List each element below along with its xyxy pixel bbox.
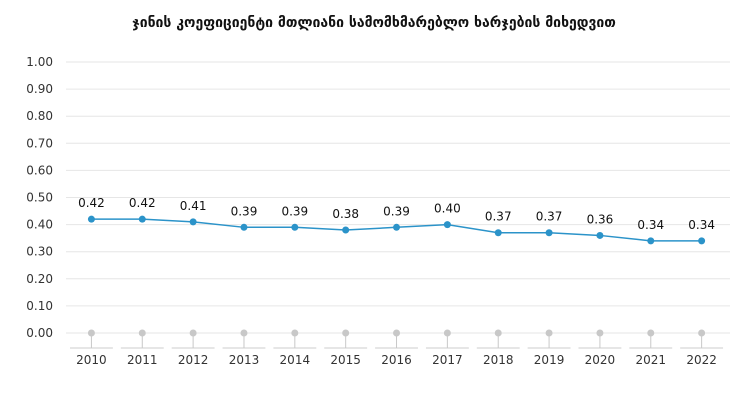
x-tick-label: 2019 bbox=[534, 353, 565, 367]
data-point bbox=[545, 229, 553, 237]
x-tick-label: 2020 bbox=[585, 353, 616, 367]
data-point bbox=[138, 215, 146, 223]
baseline-marker bbox=[189, 329, 197, 337]
baseline-marker bbox=[291, 329, 299, 337]
x-tick-label: 2021 bbox=[636, 353, 667, 367]
y-tick-label: 0.20 bbox=[26, 272, 53, 286]
x-tick-label: 2011 bbox=[127, 353, 158, 367]
data-label: 0.39 bbox=[281, 204, 308, 218]
x-tick-label: 2016 bbox=[381, 353, 412, 367]
grid bbox=[66, 61, 730, 334]
series: 0.42 0.42 0.41 0.39 0.39 0.38 0.39 0.40 0.37 0.37… bbox=[78, 196, 715, 245]
x-tick-label: 2012 bbox=[178, 353, 209, 367]
data-label: 0.42 bbox=[78, 196, 105, 210]
data-label: 0.34 bbox=[688, 218, 715, 232]
x-tick-label: 2022 bbox=[686, 353, 717, 367]
x-axis: 2010 2011 2012 2013 2014 2015 2016 2017 2018 2019… bbox=[70, 329, 724, 367]
x-tick-label: 2014 bbox=[280, 353, 311, 367]
data-label: 0.42 bbox=[129, 196, 156, 210]
x-tick-label: 2015 bbox=[330, 353, 361, 367]
y-tick-label: 0.00 bbox=[26, 326, 53, 340]
y-tick-label: 0.80 bbox=[26, 109, 53, 123]
baseline-marker bbox=[138, 329, 146, 337]
baseline-marker bbox=[342, 329, 350, 337]
data-point bbox=[494, 229, 502, 237]
x-tick-label: 2018 bbox=[483, 353, 514, 367]
chart-title: ჯინის კოეფიციენტი მთლიანი სამომხმარებლო … bbox=[132, 15, 616, 31]
y-tick-label: 0.10 bbox=[26, 299, 53, 313]
data-point bbox=[596, 231, 604, 239]
data-label: 0.39 bbox=[231, 204, 258, 218]
data-label: 0.36 bbox=[587, 212, 614, 226]
x-tick-label: 2017 bbox=[432, 353, 463, 367]
baseline-marker bbox=[596, 329, 604, 337]
data-point bbox=[240, 223, 248, 231]
baseline-marker bbox=[393, 329, 401, 337]
baseline-marker bbox=[240, 329, 248, 337]
data-label: 0.39 bbox=[383, 204, 410, 218]
data-label: 0.37 bbox=[536, 210, 563, 224]
y-tick-label: 0.90 bbox=[26, 82, 53, 96]
y-tick-label: 0.40 bbox=[26, 218, 53, 232]
data-label: 0.37 bbox=[485, 210, 512, 224]
data-point bbox=[291, 223, 299, 231]
y-axis: 1.00 0.90 0.80 0.70 0.60 0.50 0.40 0.30 0.20 0.10… bbox=[26, 55, 53, 340]
data-point bbox=[189, 218, 197, 226]
baseline-marker bbox=[494, 329, 502, 337]
data-point bbox=[342, 226, 350, 234]
y-tick-label: 0.60 bbox=[26, 163, 53, 177]
x-tick-label: 2010 bbox=[76, 353, 107, 367]
x-tick-label: 2013 bbox=[229, 353, 260, 367]
data-point bbox=[393, 223, 401, 231]
baseline-marker bbox=[647, 329, 655, 337]
baseline-marker bbox=[698, 329, 706, 337]
y-tick-label: 0.50 bbox=[26, 191, 53, 205]
y-tick-label: 1.00 bbox=[26, 55, 53, 69]
data-point bbox=[647, 237, 655, 245]
baseline-marker bbox=[545, 329, 553, 337]
data-point bbox=[87, 215, 95, 223]
baseline-marker bbox=[87, 329, 95, 337]
data-point bbox=[443, 221, 451, 229]
data-label: 0.40 bbox=[434, 202, 461, 216]
y-tick-label: 0.70 bbox=[26, 136, 53, 150]
baseline-marker bbox=[443, 329, 451, 337]
data-point bbox=[698, 237, 706, 245]
data-label: 0.41 bbox=[180, 199, 207, 213]
y-tick-label: 0.30 bbox=[26, 245, 53, 259]
data-label: 0.38 bbox=[332, 207, 359, 221]
data-label: 0.34 bbox=[637, 218, 664, 232]
